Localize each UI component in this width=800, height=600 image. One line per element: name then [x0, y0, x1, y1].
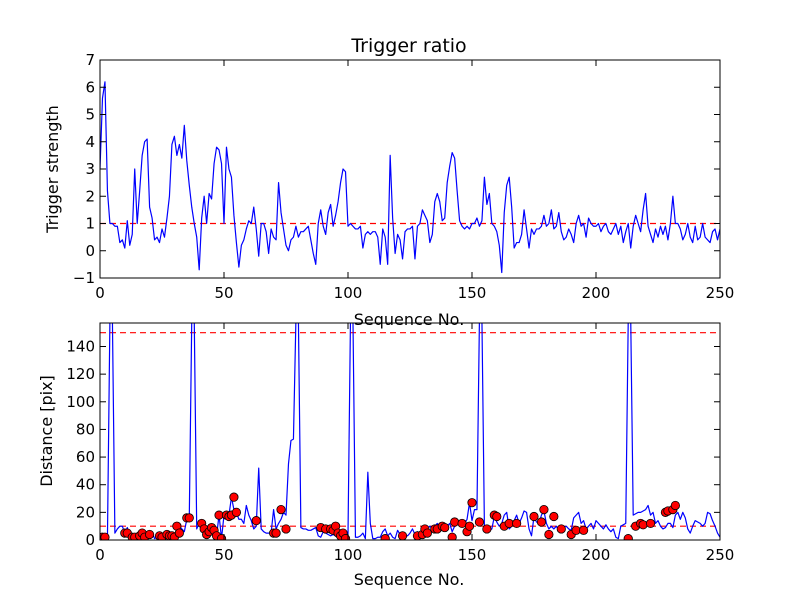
- distance-chart: 0 50 100 150 200 250 0 20 40 60 80 100 120 140 Sequen…: [37, 322, 735, 589]
- trigger-y-tick-label-8: 7: [85, 51, 95, 69]
- distance-scatter-point-63: [467, 498, 477, 508]
- distance-scatter-point-49: [397, 531, 408, 540]
- distance-scatter-point-9: [145, 529, 155, 540]
- trigger-y-tick-label-5: 4: [85, 133, 95, 151]
- distance-y-tick-label-4: 80: [76, 420, 95, 438]
- trigger-y-tick-label-3: 2: [85, 187, 95, 205]
- distance-scatter-point-70: [512, 518, 522, 529]
- distance-scatter-point-36: [271, 528, 281, 538]
- trigger-chart-title: Trigger ratio: [350, 35, 466, 57]
- distance-scatter-point-74: [544, 529, 554, 540]
- distance-y-tick-label-7: 140: [66, 337, 95, 355]
- distance-scatter-point-37: [276, 504, 286, 515]
- distance-scatter-point-83: [638, 520, 648, 530]
- distance-y-tick-label-2: 40: [76, 476, 95, 494]
- trigger-y-tick-label-6: 5: [85, 106, 95, 124]
- trigger-clipped-layer: [100, 81, 720, 274]
- distance-scatter-point-67: [492, 511, 502, 522]
- trigger-x-tick-label-0: 0: [95, 284, 105, 302]
- distance-scatter-point-57: [440, 522, 450, 533]
- distance-clipped-layer: [100, 323, 720, 540]
- distance-scatter-point-17: [174, 528, 184, 538]
- distance-plot-area: 0 50 100 150 200 250 0 20 40 60 80 100 120 140: [66, 322, 735, 564]
- trigger-x-tick-label-5: 250: [706, 284, 735, 302]
- distance-scatter-point-79: [578, 525, 589, 535]
- distance-scatter-point-33: [231, 507, 241, 517]
- trigger-x-tick-label-2: 100: [334, 284, 363, 302]
- distance-scatter-point-19: [184, 513, 194, 523]
- trigger-x-tick-label-4: 200: [582, 284, 611, 302]
- trigger-ratio-chart: Trigger ratio 0 50 100 150 200 250−101234567 …: [43, 35, 734, 329]
- distance-scatter-point-71: [529, 511, 539, 522]
- distance-x-tick-label-1: 50: [214, 546, 233, 564]
- distance-plot-frame: [99, 322, 721, 541]
- distance-scatter-point-84: [645, 518, 656, 529]
- distance-y-tick-label-1: 20: [76, 503, 95, 521]
- trigger-x-tick-label-1: 50: [214, 284, 233, 302]
- trigger-y-tick-label-1: 0: [85, 242, 95, 260]
- trigger-y-axis-label: Trigger strength: [43, 105, 62, 234]
- distance-x-tick-label-0: 0: [95, 546, 105, 564]
- distance-scatter-point-53: [422, 528, 432, 538]
- trigger-series-line-0: [100, 81, 720, 274]
- distance-x-tick-label-5: 250: [706, 546, 735, 564]
- distance-x-tick-label-4: 200: [582, 546, 611, 564]
- distance-y-tick-label-6: 120: [66, 365, 95, 383]
- distance-y-axis-label: Distance [pix]: [37, 375, 56, 487]
- trigger-y-tick-label-2: 1: [85, 215, 95, 233]
- distance-scatter-point-38: [281, 524, 291, 534]
- distance-scatter-point-48: [380, 534, 390, 540]
- distance-x-axis-label: Sequence No.: [354, 570, 465, 589]
- distance-x-tick-label-2: 100: [334, 546, 363, 564]
- trigger-y-tick-label-0: −1: [73, 269, 95, 287]
- distance-scatter-point-62: [464, 521, 475, 531]
- trigger-y-tick-label-7: 6: [85, 78, 95, 96]
- distance-scatter-point-72: [536, 517, 547, 527]
- distance-scatter-point-75: [549, 511, 559, 522]
- distance-scatter-point-32: [229, 492, 239, 502]
- distance-y-tick-label-0: 0: [85, 531, 95, 549]
- distance-scatter-point-64: [474, 517, 485, 527]
- distance-x-tick-label-3: 150: [458, 546, 487, 564]
- distance-scatter-point-1: [100, 532, 110, 540]
- distance-scatter-point-88: [670, 500, 680, 511]
- distance-scatter-point-80: [623, 534, 633, 540]
- distance-y-tick-label-5: 100: [66, 393, 95, 411]
- distance-scatter-point-65: [482, 524, 492, 534]
- distance-scatter-point-76: [556, 524, 566, 534]
- distance-scatter-point-59: [450, 517, 460, 527]
- trigger-y-tick-label-4: 3: [85, 160, 95, 178]
- distance-scatter-point-58: [447, 532, 457, 540]
- trigger-x-axis-label: Sequence No.: [354, 310, 465, 329]
- distance-scatter-point-34: [251, 516, 261, 526]
- trigger-x-tick-label-3: 150: [458, 284, 487, 302]
- distance-y-tick-label-3: 60: [76, 448, 95, 466]
- distance-scatter-point-73: [539, 504, 549, 515]
